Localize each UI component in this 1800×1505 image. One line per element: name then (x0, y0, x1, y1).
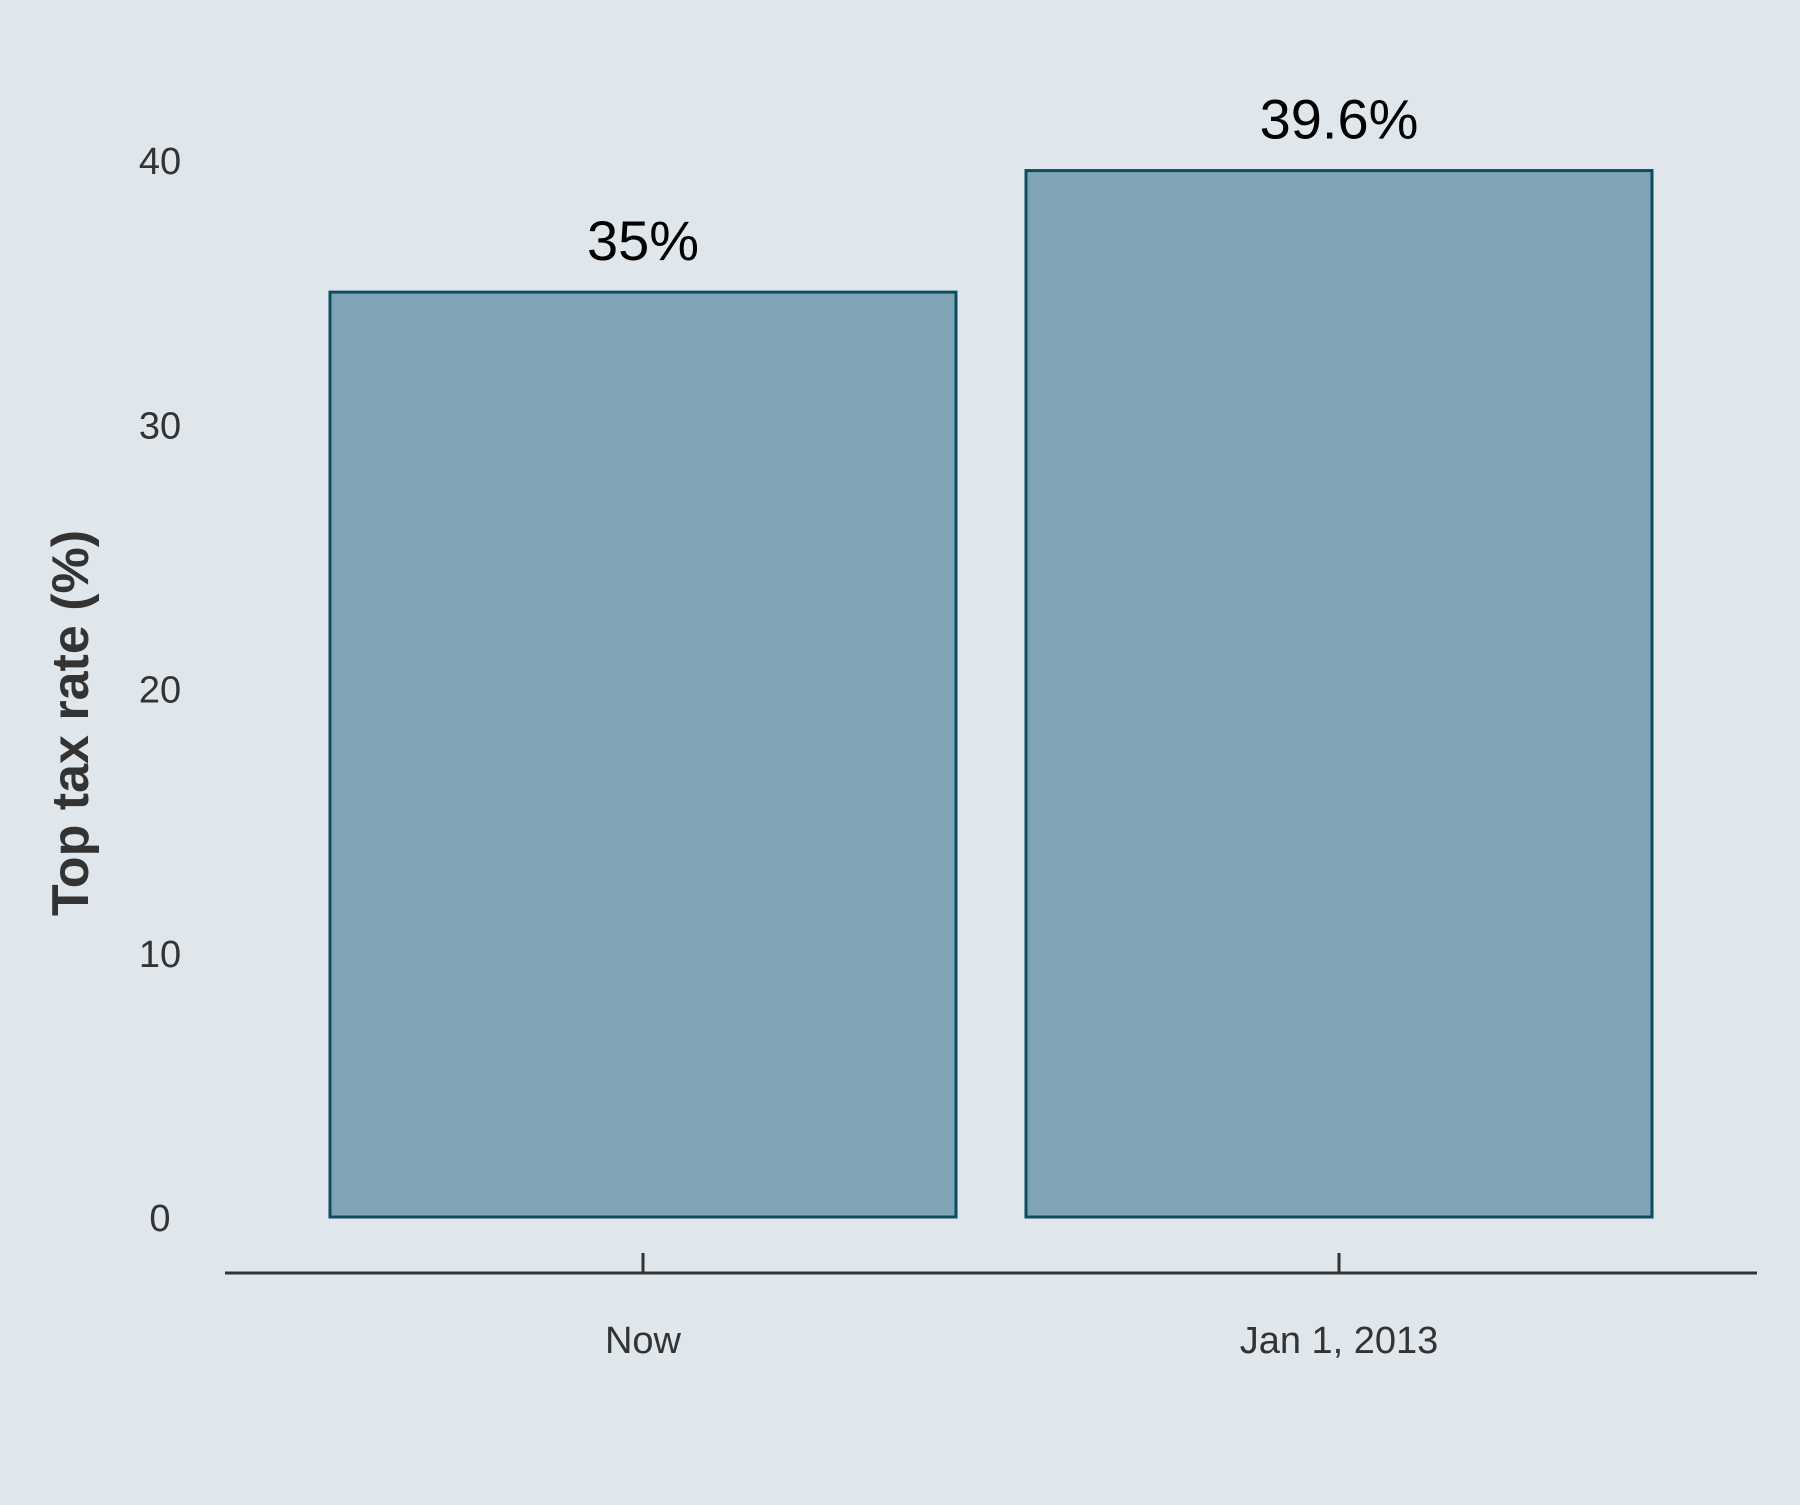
x-tick-label: Now (605, 1320, 682, 1362)
y-tick-label: 10 (139, 934, 181, 976)
y-tick-label: 40 (139, 141, 181, 183)
y-tick-label: 30 (139, 405, 181, 447)
y-axis-ticks: 0 10 20 30 40 (139, 141, 181, 1240)
x-axis-ticks: Now Jan 1, 2013 (605, 1253, 1438, 1362)
y-tick-label: 0 (149, 1198, 170, 1240)
bar-value-label: 35% (587, 209, 699, 272)
y-tick-label: 20 (139, 670, 181, 712)
bars: 35% 39.6% (328, 88, 1654, 1219)
x-tick-label: Jan 1, 2013 (1240, 1320, 1439, 1362)
bar (328, 290, 958, 1219)
y-axis-title: Top tax rate (%) (42, 530, 100, 916)
bar (1024, 169, 1654, 1219)
bar-value-label: 39.6% (1260, 88, 1419, 151)
